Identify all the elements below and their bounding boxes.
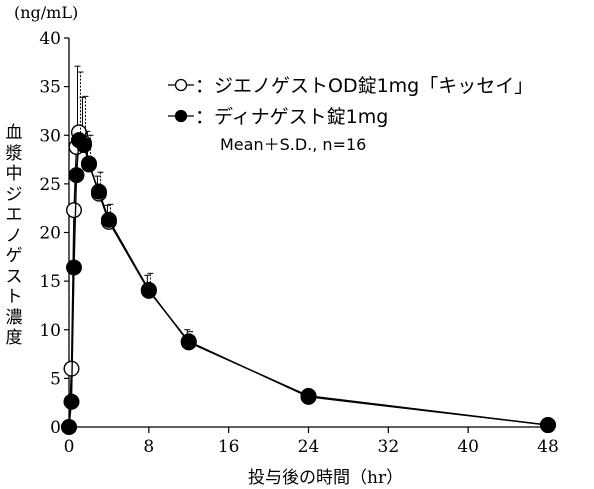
data-point-2 bbox=[68, 167, 85, 184]
y-tick-label: 15 bbox=[39, 272, 61, 292]
y-tick-label: 5 bbox=[50, 369, 61, 389]
x-tick-label: 8 bbox=[143, 437, 154, 457]
y-tick-label: 0 bbox=[50, 418, 61, 438]
data-point-2 bbox=[540, 417, 557, 434]
y-tick-label: 30 bbox=[39, 126, 61, 146]
y-tick-label: 25 bbox=[39, 175, 61, 195]
y-tick-label: 20 bbox=[39, 224, 61, 244]
x-tick-label: 32 bbox=[378, 437, 400, 457]
data-point-2 bbox=[61, 419, 78, 436]
x-tick-label: 0 bbox=[64, 437, 75, 457]
data-point-2 bbox=[140, 281, 157, 298]
x-axis-title: 投与後の時間（hr） bbox=[248, 468, 404, 488]
data-point-2 bbox=[65, 259, 82, 276]
data-point-2 bbox=[63, 393, 80, 410]
data-point-1 bbox=[65, 202, 82, 219]
y-axis-unit: (ng/mL) bbox=[14, 3, 79, 22]
data-point-2 bbox=[180, 334, 197, 351]
legend-label: ：ディナゲスト錠1mg bbox=[195, 106, 388, 128]
data-point-2 bbox=[90, 183, 107, 200]
y-tick-label: 40 bbox=[39, 29, 61, 49]
legend-marker bbox=[174, 78, 188, 92]
series-line-2 bbox=[68, 138, 549, 428]
data-point-2 bbox=[80, 156, 97, 173]
x-tick-label: 40 bbox=[457, 437, 479, 457]
y-axis-title: 血漿中ジエノゲスト濃度 bbox=[5, 123, 23, 348]
y-tick-label: 35 bbox=[39, 78, 61, 98]
data-point-2 bbox=[300, 387, 317, 404]
data-point-2 bbox=[100, 211, 117, 228]
x-tick-label: 24 bbox=[298, 437, 320, 457]
legend-marker bbox=[174, 109, 188, 123]
legend-label: ：ジエノゲストOD錠1mg「キッセイ」 bbox=[195, 75, 533, 97]
series-line-1 bbox=[68, 130, 549, 428]
x-tick-label: 48 bbox=[537, 437, 559, 457]
legend-note: Mean＋S.D., n=16 bbox=[220, 135, 366, 154]
data-point-2 bbox=[75, 136, 92, 153]
y-tick-label: 10 bbox=[39, 321, 61, 341]
x-tick-label: 16 bbox=[218, 437, 240, 457]
